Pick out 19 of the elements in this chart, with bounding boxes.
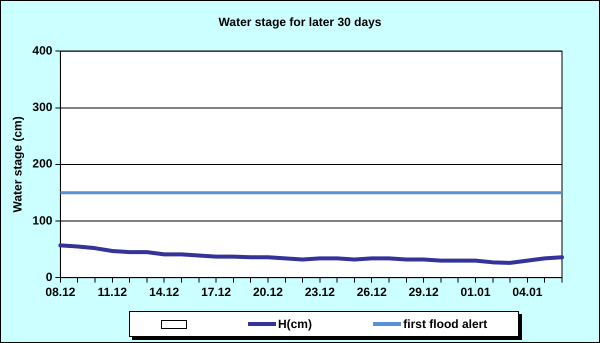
chart-title: Water stage for later 30 days [218, 15, 382, 29]
x-tick-label: 08.12 [45, 285, 76, 300]
legend-label: H(cm) [278, 317, 312, 331]
x-tick-label: 04.01 [512, 285, 543, 300]
x-tick-label: 11.12 [98, 285, 128, 300]
x-tick-label: 17.12 [201, 285, 232, 300]
x-tick-label: 14.12 [149, 285, 180, 300]
y-tick-label: 300 [32, 100, 53, 114]
x-tick-label: 20.12 [252, 285, 284, 300]
x-tick-label: 29.12 [408, 285, 439, 300]
y-tick-label: 400 [32, 44, 53, 58]
y-axis-title: Water stage (cm) [10, 116, 25, 213]
y-tick-label: 0 [46, 270, 53, 284]
legend-label: first flood alert [403, 317, 488, 331]
x-tick-label: 23.12 [304, 285, 336, 300]
y-tick-label: 100 [32, 213, 53, 228]
y-tick-label: 200 [32, 156, 53, 171]
x-tick-label: 26.12 [356, 285, 388, 300]
x-tick-label: 01.01 [460, 285, 491, 300]
